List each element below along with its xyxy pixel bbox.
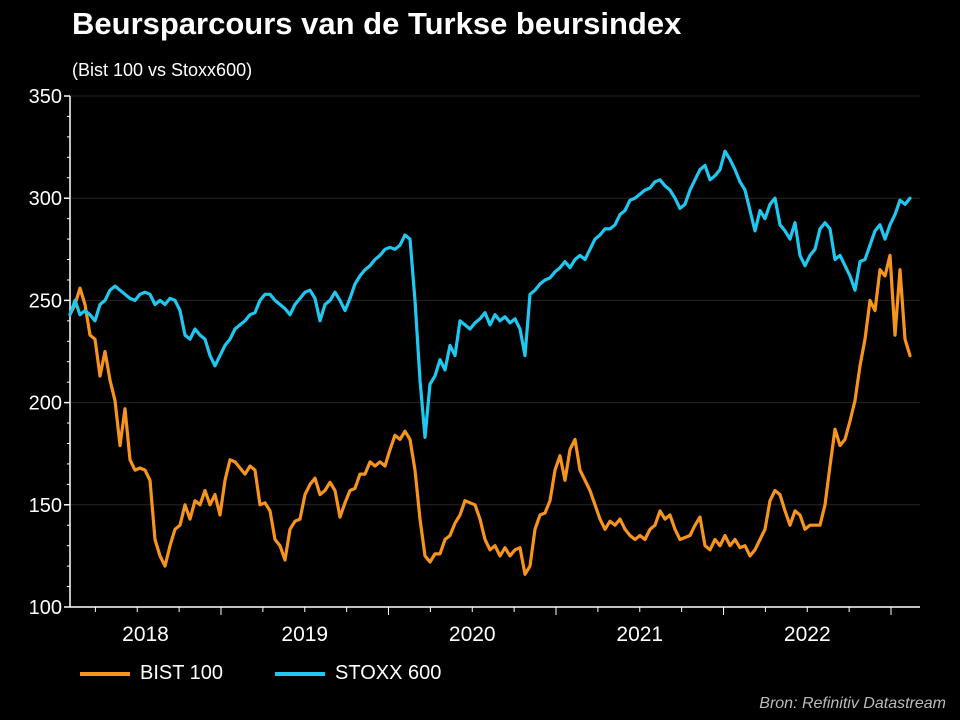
y-tick-label: 250 xyxy=(29,290,62,312)
series-lines xyxy=(68,149,912,576)
x-tick-label: 2019 xyxy=(281,623,328,646)
gridlines xyxy=(70,95,920,506)
legend-swatch-stoxx600 xyxy=(275,671,325,676)
legend-item-bist100: BIST 100 xyxy=(80,662,223,685)
legend-item-stoxx600: STOXX 600 xyxy=(275,662,441,685)
chart-title: Beursparcours van de Turkse beursindex xyxy=(72,6,682,41)
y-tick-label: 350 xyxy=(29,86,62,108)
y-tick-label: 300 xyxy=(29,188,62,210)
series-line-bist-100 xyxy=(68,253,912,576)
x-tick-label: 2020 xyxy=(449,623,496,646)
legend-swatch-bist100 xyxy=(80,671,130,676)
legend-label-bist100: BIST 100 xyxy=(140,662,224,684)
axes: 100 150 200 250 300 350 2018 2019 2020 2021 2022 xyxy=(29,86,920,646)
x-tick-label: 2018 xyxy=(122,623,169,646)
x-tick-label: 2022 xyxy=(784,623,831,646)
chart-subtitle: (Bist 100 vs Stoxx600) xyxy=(72,60,253,80)
x-tick-label: 2021 xyxy=(616,623,663,646)
series-line-stoxx-600 xyxy=(68,149,912,439)
legend-label-stoxx600: STOXX 600 xyxy=(335,662,442,684)
y-tick-label: 100 xyxy=(29,597,62,619)
y-tick-label: 200 xyxy=(29,393,62,415)
y-tick-label: 150 xyxy=(29,495,62,517)
source-note: Bron: Refinitiv Datastream xyxy=(759,695,946,712)
